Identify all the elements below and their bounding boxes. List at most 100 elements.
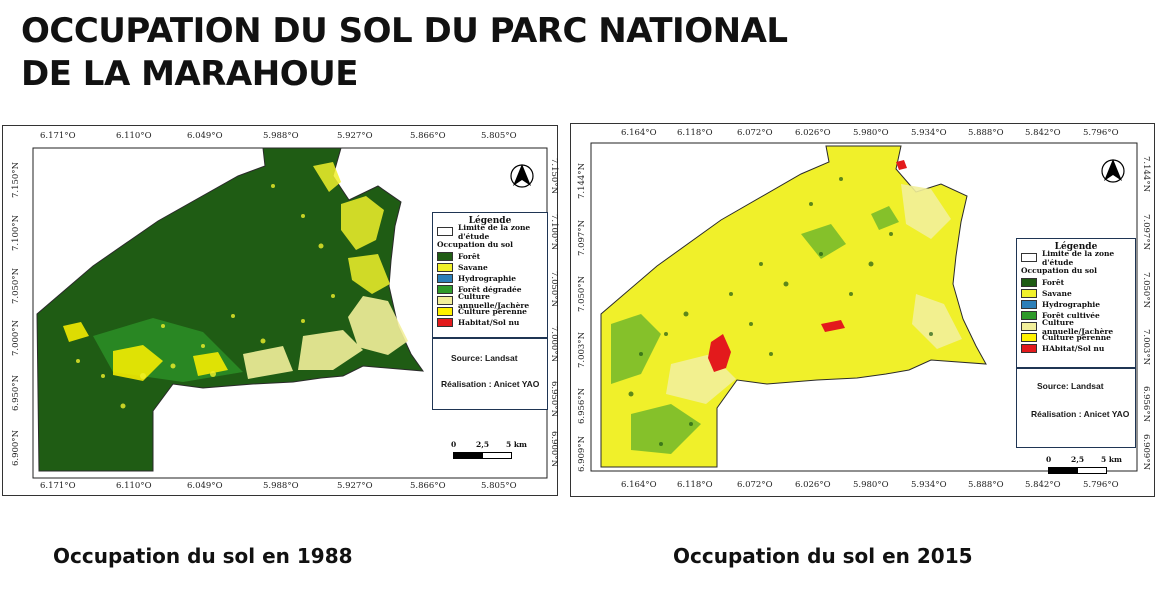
scale-end: 5 km — [506, 440, 527, 449]
source-box-2015: Source: Landsat Réalisation : Anicet YAO — [1016, 368, 1136, 448]
legend-subtitle: Occupation du sol — [1021, 266, 1097, 275]
legend-item: Hydrographie — [437, 273, 547, 284]
lon-tick-top: 5.980°O — [853, 128, 889, 138]
legend-item-label: Savane — [1042, 289, 1072, 298]
author-text: Réalisation : Anicet YAO — [441, 379, 540, 389]
legend-item-label: Forêt dégradée — [458, 285, 522, 294]
legend-item: Hydrographie — [1021, 299, 1135, 310]
lat-tick-right: 7.050°N — [549, 271, 559, 308]
speckle-2015 — [628, 177, 933, 446]
legend-item-label: Hydrographie — [1042, 300, 1101, 309]
patch-forest-2015-a — [611, 206, 899, 454]
lon-tick-bottom: 6.072°O — [737, 480, 773, 490]
lon-tick-bottom: 5.842°O — [1025, 480, 1061, 490]
lon-tick-top: 6.026°O — [795, 128, 831, 138]
scale-end: 5 km — [1101, 455, 1122, 464]
scale-mid: 2,5 — [1071, 455, 1085, 464]
north-arrow-icon — [510, 164, 534, 188]
swatch-habitat — [437, 318, 453, 327]
legend-item: Forêt — [437, 251, 547, 262]
lat-tick-right: 7.100°N — [549, 214, 559, 251]
legend-boundary-label: Limite de la zone d'étude — [458, 222, 531, 241]
legend-item: Savane — [437, 262, 547, 273]
swatch-savane — [437, 263, 453, 272]
lon-tick-top: 5.934°O — [911, 128, 947, 138]
park-area-1988 — [36, 147, 425, 472]
legend-title: Légende — [1054, 242, 1098, 252]
patch-perenne-1988-a — [63, 322, 228, 381]
legend-item: Savane — [1021, 288, 1135, 299]
lon-tick-bottom: 5.927°O — [337, 481, 373, 491]
scale-seg-black — [453, 452, 483, 459]
swatch-culture-annuelle — [437, 296, 453, 305]
page-title-line-2: DE LA MARAHOUE — [21, 54, 358, 94]
legend-2015: Légende Limite de la zone d'étude Occupa… — [1016, 238, 1136, 368]
swatch-savane — [1021, 289, 1037, 298]
scale-bar-2015: 0 2,5 5 km — [1046, 455, 1136, 479]
scale-bar-1988: 0 2,5 5 km — [451, 440, 541, 464]
legend-item-label: Culture pérenne — [1042, 333, 1111, 342]
lat-tick-left: 7.050°N — [577, 275, 587, 312]
lon-tick-top: 5.988°O — [263, 131, 299, 141]
legend-item-label: Forêt — [1042, 278, 1065, 287]
map-panel-1988: 6.171°O 6.110°O 6.049°O 5.988°O 5.927°O … — [2, 125, 559, 496]
scale-seg-white — [1077, 467, 1107, 474]
patch-habitat-2015-a — [708, 160, 907, 372]
source-text: Source: Landsat — [451, 353, 518, 363]
lon-tick-top: 5.927°O — [337, 131, 373, 141]
legend-boundary-label: Limite de la zone d'étude — [1042, 248, 1115, 267]
lon-tick-bottom: 5.934°O — [911, 480, 947, 490]
lat-tick-right: 7.144°N — [1141, 156, 1151, 193]
patch-culture-1988-a — [243, 296, 408, 379]
lat-tick-right: 6.909°N — [1141, 434, 1151, 471]
patch-savane-1988-a — [313, 162, 390, 294]
lat-tick-right: 7.150°N — [549, 158, 559, 195]
legend-title: Légende — [468, 216, 512, 226]
legend-subtitle: Occupation du sol — [437, 240, 513, 249]
legend-item: Forêt — [1021, 277, 1135, 288]
legend-item-label: Culture annuelle/Jachère — [458, 291, 530, 310]
speckle-1988 — [76, 184, 335, 409]
lat-tick-left: 7.100°N — [11, 214, 21, 251]
scale-zero: 0 — [1046, 455, 1052, 464]
lon-tick-bottom: 6.118°O — [677, 480, 713, 490]
lat-tick-left: 7.050°N — [11, 267, 21, 304]
lon-tick-bottom: 5.888°O — [968, 480, 1004, 490]
swatch-culture-perenne — [1021, 333, 1037, 342]
legend-item-label: Forêt cultivée — [1042, 311, 1100, 320]
lon-tick-bottom: 5.796°O — [1083, 480, 1119, 490]
legend-item-label: Habitat/Sol nu — [458, 318, 520, 327]
scale-mid: 2,5 — [476, 440, 490, 449]
page-title-line-1: OCCUPATION DU SOL DU PARC NATIONAL — [21, 11, 788, 51]
lat-tick-right: 6.950°N — [549, 381, 559, 418]
swatch-foret — [437, 252, 453, 261]
lat-tick-right: 6.900°N — [549, 431, 559, 468]
lat-tick-left: 6.956°N — [577, 387, 587, 424]
scale-seg-white — [482, 452, 512, 459]
swatch-hydrographie — [437, 274, 453, 283]
legend-item-label: Culture annuelle/Jachère — [1042, 317, 1114, 336]
patch-culture-2015-a — [666, 184, 962, 404]
lon-tick-bottom: 5.980°O — [853, 480, 889, 490]
legend-boundary-row: Limite de la zone d'étude — [1021, 249, 1135, 267]
lon-tick-bottom: 5.805°O — [481, 481, 517, 491]
legend-item: Habitat/Sol nu — [437, 317, 547, 328]
lat-tick-left: 7.003°N — [577, 331, 587, 368]
scale-seg-black — [1048, 467, 1078, 474]
legend-item-label: Culture pérenne — [458, 307, 527, 316]
lat-tick-right: 7.000°N — [549, 326, 559, 363]
lat-tick-left: 7.000°N — [11, 319, 21, 356]
lat-tick-left: 6.950°N — [11, 374, 21, 411]
legend-item: Forêt dégradée — [437, 284, 547, 295]
swatch-foret-degradee — [437, 285, 453, 294]
lon-tick-top: 6.049°O — [187, 131, 223, 141]
legend-item-label: Hydrographie — [458, 274, 517, 283]
legend-item: Culture annuelle/Jachère — [437, 292, 547, 310]
map-panel-2015: 6.164°O 6.118°O 6.072°O 6.026°O 5.980°O … — [570, 123, 1155, 497]
lon-tick-top: 5.888°O — [968, 128, 1004, 138]
lon-tick-top: 6.110°O — [116, 131, 152, 141]
lon-tick-top: 5.842°O — [1025, 128, 1061, 138]
lon-tick-bottom: 6.171°O — [40, 481, 76, 491]
swatch-culture-perenne — [437, 307, 453, 316]
lon-tick-bottom: 5.866°O — [410, 481, 446, 491]
